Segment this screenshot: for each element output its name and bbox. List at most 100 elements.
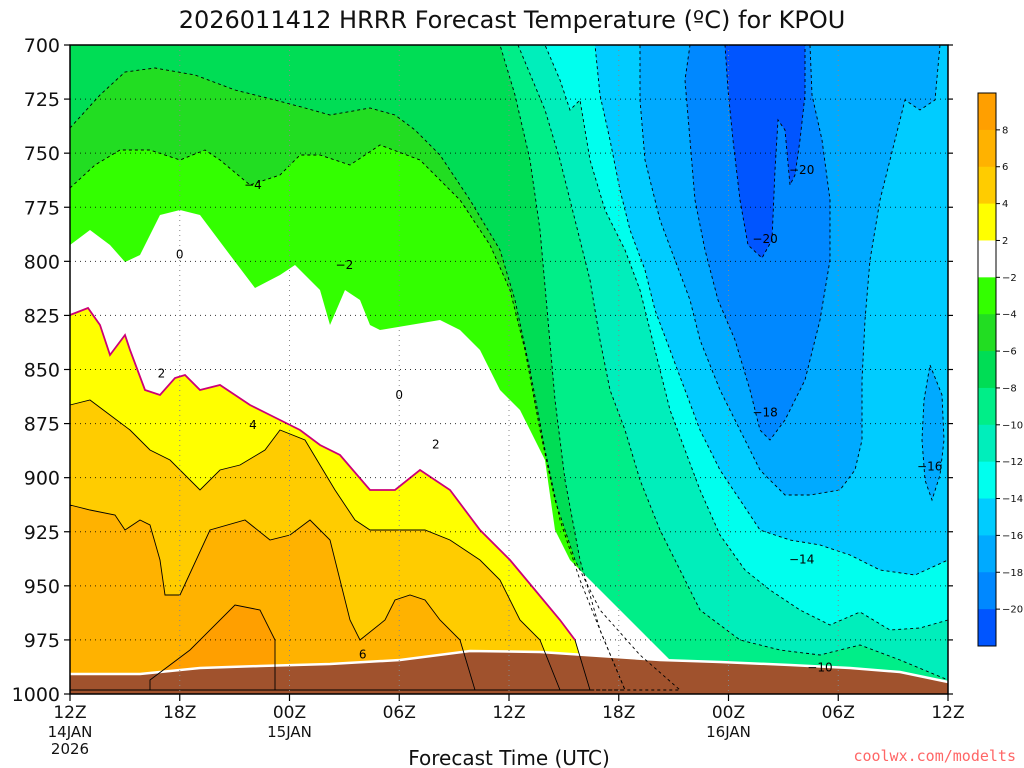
isotherm-minus12-minus10: [517, 44, 949, 681]
contour-label: 4: [249, 418, 257, 432]
colorbar-label: −2: [1002, 273, 1017, 284]
x-tick-label: 18Z: [163, 703, 196, 723]
y-tick-label: 975: [24, 630, 60, 652]
contour-label: 6: [359, 648, 367, 662]
contour-label: 0: [176, 247, 184, 261]
colorbar-label: −8: [1002, 383, 1017, 394]
x-tick-sublabel: 14JAN: [48, 723, 93, 741]
colorbar-swatch: [978, 572, 996, 610]
band-below-minus20: [725, 45, 805, 258]
y-tick-label: 1000: [12, 684, 60, 706]
contour-labels: 6 4 2 2 0 0 −2 −4 −20 −20 −18 −16 −14 −10: [158, 163, 943, 675]
colorbar-swatch: [978, 351, 996, 389]
band-minus18-east: [922, 365, 944, 500]
isotherm-minus14-minus12: [544, 44, 949, 631]
contour-label: 2: [158, 366, 166, 380]
contour-label: −16: [917, 459, 942, 473]
colorbar: 8 6 4 2 −2 −4 −6 −8 −10 −12 −14 −16 −18 −20: [977, 92, 1023, 647]
contour-label: 2: [432, 438, 440, 452]
y-tick-label: 950: [24, 576, 60, 598]
y-tick-label: 825: [24, 305, 60, 327]
isotherm-above-6: [149, 604, 276, 691]
contour-label: −20: [752, 232, 777, 246]
colorbar-swatch: [978, 535, 996, 573]
x-tick-label: 12Z: [931, 703, 964, 723]
contour-label: −18: [752, 405, 777, 419]
colorbar-swatch: [978, 424, 996, 463]
y-tick-label: 775: [24, 197, 60, 219]
x-axis-label: Forecast Time (UTC): [408, 746, 610, 768]
colorbar-swatch: [978, 129, 996, 168]
contour-label: −2: [336, 258, 354, 272]
colorbar-swatch: [978, 277, 996, 315]
isotherm-2-4: [69, 399, 561, 691]
x-tick-label: 18Z: [602, 703, 635, 723]
colorbar-swatch: [978, 387, 996, 426]
colorbar-swatch: [978, 166, 996, 205]
zero-isotherm: [69, 306, 576, 641]
colorbar-label: 6: [1002, 162, 1008, 173]
chart-title: 2026011412 HRRR Forecast Temperature (ºC…: [179, 6, 846, 34]
y-tick-label: 875: [24, 414, 60, 436]
isotherm-minus6-minus4: [69, 67, 626, 691]
colorbar-swatch: [978, 461, 996, 500]
x-tick-sublabel: 15JAN: [267, 723, 312, 741]
colorbar-label: 2: [1002, 236, 1008, 247]
colorbar-swatch: [978, 609, 996, 647]
y-tick-label: 850: [24, 360, 60, 382]
x-tick-label: 06Z: [822, 703, 855, 723]
ground-surface: [70, 651, 948, 694]
y-axis: 700 725 750 775 800 825 850 875 900 925 950 975 1000: [12, 35, 953, 706]
colorbar-swatch: [978, 203, 996, 241]
x-tick-label: 00Z: [712, 703, 745, 723]
colorbar-label: −6: [1002, 347, 1017, 358]
credit-link[interactable]: coolwx.com/modelts: [853, 747, 1016, 765]
x-tick-label: 12Z: [492, 703, 525, 723]
contour-label: −20: [789, 163, 814, 177]
y-tick-label: 925: [24, 522, 60, 544]
x-tick-sublabel: 16JAN: [706, 723, 751, 741]
colorbar-swatch: [978, 240, 996, 278]
isotherm-minus16-minus14: [594, 44, 949, 576]
isotherm-minus4-minus2: [69, 144, 682, 691]
isotherm-minus20-minus18: [684, 44, 831, 441]
y-tick-label: 900: [24, 468, 60, 490]
y-tick-label: 800: [24, 251, 60, 273]
colorbar-label: −16: [1002, 531, 1023, 542]
contour-label: 0: [395, 388, 403, 402]
isotherm-lines: [69, 44, 949, 691]
colorbar-label: −14: [1002, 494, 1023, 505]
isotherm-below-minus20: [724, 44, 806, 259]
band-4-6: [70, 505, 475, 690]
colorbar-swatch: [978, 314, 996, 352]
ground-edge: [70, 649, 949, 684]
contour-label: −14: [789, 552, 814, 566]
y-tick-label: 700: [24, 35, 60, 57]
isotherm-4-6: [69, 504, 476, 691]
colorbar-label: 8: [1002, 125, 1008, 136]
y-tick-label: 725: [24, 89, 60, 111]
temperature-fields: [70, 45, 949, 694]
colorbar-label: −4: [1002, 310, 1017, 321]
colorbar-label: −20: [1002, 605, 1023, 616]
contour-label: −10: [807, 661, 832, 675]
contour-label: −4: [244, 178, 262, 192]
colorbar-frame: [977, 92, 997, 647]
isotherm-minus8-minus6: [69, 44, 626, 691]
x-tick-label: 12Z: [53, 703, 86, 723]
colorbar-label: −10: [1002, 420, 1023, 431]
colorbar-swatch: [978, 93, 996, 131]
isotherm-minus18-minus16: [639, 44, 941, 496]
grid-lines: [70, 45, 948, 694]
colorbar-label: 4: [1002, 199, 1008, 210]
x-tick-label: 00Z: [273, 703, 306, 723]
x-tick-sublabel: 2026: [51, 740, 89, 758]
x-tick-label: 06Z: [383, 703, 416, 723]
y-tick-label: 750: [24, 143, 60, 165]
isotherm-minus18-east: [921, 363, 945, 502]
colorbar-label: −12: [1002, 457, 1023, 468]
colorbar-label: −18: [1002, 568, 1023, 579]
colorbar-swatch: [978, 498, 996, 536]
